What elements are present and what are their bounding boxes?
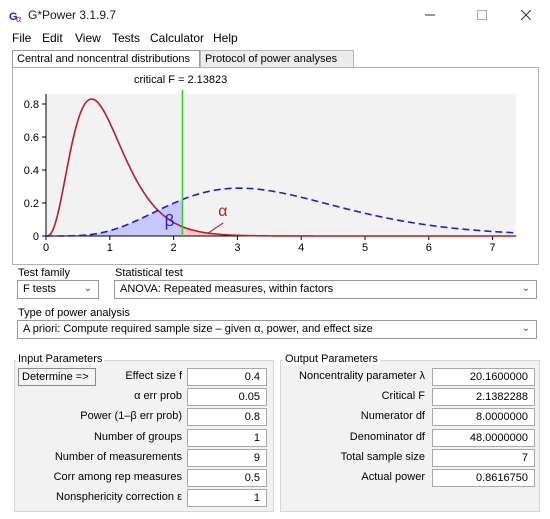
output-param-field: 8.0000000 [432,408,535,426]
output-param-field: 2.1382288 [432,388,535,406]
x-tick-label: 6 [426,242,432,254]
noncentral-distribution-curve [46,187,516,237]
output-param-label: Noncentrality parameter λ [299,370,425,382]
determine-button[interactable]: Determine => [18,368,96,386]
input-param-label: Corr among rep measures [53,471,182,483]
chevron-down-icon: ⌄ [521,323,530,334]
input-param-field[interactable]: 0.05 [187,388,267,406]
output-param-field: 48.0000000 [432,429,535,447]
minimize-icon [425,14,435,16]
svg-text:G: G [9,11,18,23]
alpha-area [182,226,517,236]
input-param-label: Number of measurements [54,451,182,463]
output-param-label: Denominator df [349,431,425,443]
plot-area [46,94,516,236]
input-param-field[interactable]: 9 [187,449,267,467]
maximize-button[interactable] [462,4,502,26]
chevron-down-icon: ⌄ [521,283,530,294]
input-param-field[interactable]: 0.5 [187,469,267,487]
chevron-down-icon: ⌄ [83,283,92,294]
output-param-field: 0.8616750 [432,469,535,487]
central-distribution-curve [45,98,516,237]
y-tick-label: 0.8 [24,99,39,111]
power-analysis-value: A priori: Compute required sample size –… [23,323,373,335]
test-family-value: F tests [23,283,57,295]
input-parameters-title: Input Parameters [16,353,105,365]
input-param-field[interactable]: 0.8 [187,408,267,426]
input-param-field[interactable]: 1 [187,429,267,447]
x-tick-label: 5 [362,242,368,254]
gpower-app-icon: G α [9,11,21,23]
x-tick-label: 4 [298,242,304,254]
menu-help[interactable]: Help [213,31,238,45]
input-param-label: Effect size f [125,370,182,382]
title-bar: G α G*Power 3.1.9.7 [0,0,550,30]
window-title: G*Power 3.1.9.7 [28,8,117,22]
critical-f-label: critical F = 2.13823 [134,74,228,86]
input-param-label: Nonsphericity correction ε [56,491,182,503]
x-tick-label: 7 [490,242,496,254]
maximize-icon [477,10,487,20]
menu-view[interactable]: View [75,31,101,45]
output-param-label: Numerator df [360,410,425,422]
output-param-field: 7 [432,449,535,467]
beta-label: β [165,211,175,230]
distribution-plot: 0 1 2 3 4 5 6 7 0 0.2 0.4 0.6 0.8 β α [24,90,517,254]
close-icon [521,10,531,20]
tab-protocol[interactable]: Protocol of power analyses [200,50,354,68]
y-tick-label: 0.4 [24,165,39,177]
input-param-label: Number of groups [93,431,182,443]
x-tick-label: 3 [234,242,240,254]
power-analysis-select[interactable]: A priori: Compute required sample size –… [17,320,537,339]
x-tick-label: 0 [43,242,49,254]
menu-tests[interactable]: Tests [112,31,141,45]
input-param-field[interactable]: 1 [187,489,267,507]
svg-text:α: α [16,14,21,23]
y-tick-label: 0.6 [24,132,39,144]
y-tick-label: 0 [33,231,39,243]
input-param-label: Power (1–β err prob) [80,410,182,422]
test-family-select[interactable]: F tests ⌄ [17,280,99,299]
x-tick-label: 1 [107,242,113,254]
output-parameters-title: Output Parameters [283,353,380,365]
power-analysis-label: Type of power analysis [18,307,130,319]
x-tick-label: 2 [171,242,177,254]
menu-edit[interactable]: Edit [42,31,63,45]
minimize-button[interactable] [410,4,450,26]
test-family-label: Test family [18,267,70,279]
output-param-label: Total sample size [340,451,425,463]
close-button[interactable] [506,4,546,26]
output-param-label: Actual power [361,471,425,483]
statistical-test-label: Statistical test [115,267,183,279]
input-param-label: α err prob [134,390,182,402]
menu-calculator[interactable]: Calculator [150,31,205,45]
beta-area [46,199,183,236]
statistical-test-value: ANOVA: Repeated measures, within factors [120,283,334,295]
tab-distributions[interactable]: Central and noncentral distributions [12,50,200,68]
statistical-test-select[interactable]: ANOVA: Repeated measures, within factors… [114,280,537,299]
output-param-label: Critical F [381,390,425,402]
menu-bar: File Edit View Tests Calculator Help [0,30,550,48]
output-param-field: 20.1600000 [432,368,535,386]
y-tick-label: 0.2 [24,198,39,210]
menu-file[interactable]: File [12,31,32,45]
alpha-label: α [218,203,227,220]
alpha-pointer [208,222,224,234]
input-param-field[interactable]: 0.4 [187,368,267,386]
